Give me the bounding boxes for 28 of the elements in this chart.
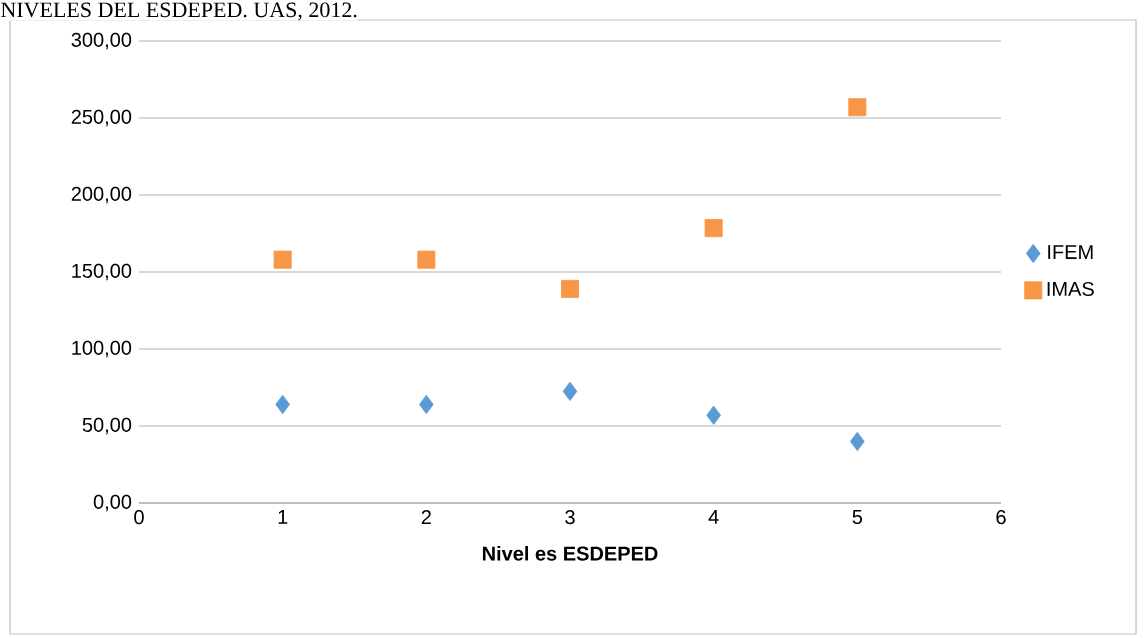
point [704, 219, 723, 238]
point [848, 98, 867, 117]
x-tick-label: 0 [134, 510, 144, 525]
x-tick-label: 5 [852, 510, 863, 525]
point [561, 279, 579, 298]
y-tick-label: 50,00 [82, 417, 132, 435]
y-tick-label: 300,00 [71, 32, 132, 50]
y-tick-label: 0,00 [93, 494, 132, 512]
point [275, 394, 290, 415]
point [562, 381, 578, 401]
legend-label: IMAS [1047, 281, 1094, 297]
y-tick-label: 200,00 [71, 186, 132, 204]
x-tick-label: 2 [421, 510, 431, 525]
x-axis-title: Nivel es ESDEPED [482, 545, 658, 561]
y-tick-label: 150,00 [72, 263, 132, 281]
point [850, 431, 865, 451]
legend-label: IFEM [1048, 245, 1093, 259]
x-tick-label: 6 [996, 510, 1006, 525]
x-tick-label: 3 [565, 510, 575, 525]
y-tick-label: 100,00 [72, 340, 132, 358]
x-tick-label: 4 [708, 510, 719, 524]
point [706, 405, 721, 425]
y-tick-label: 250,00 [71, 109, 132, 127]
point [417, 250, 436, 269]
point [419, 394, 434, 415]
x-tick-label: 1 [278, 510, 288, 524]
point [273, 250, 292, 269]
chart-title: NIVELES DEL ESDEPED. UAS, 2012. [1, 2, 357, 21]
